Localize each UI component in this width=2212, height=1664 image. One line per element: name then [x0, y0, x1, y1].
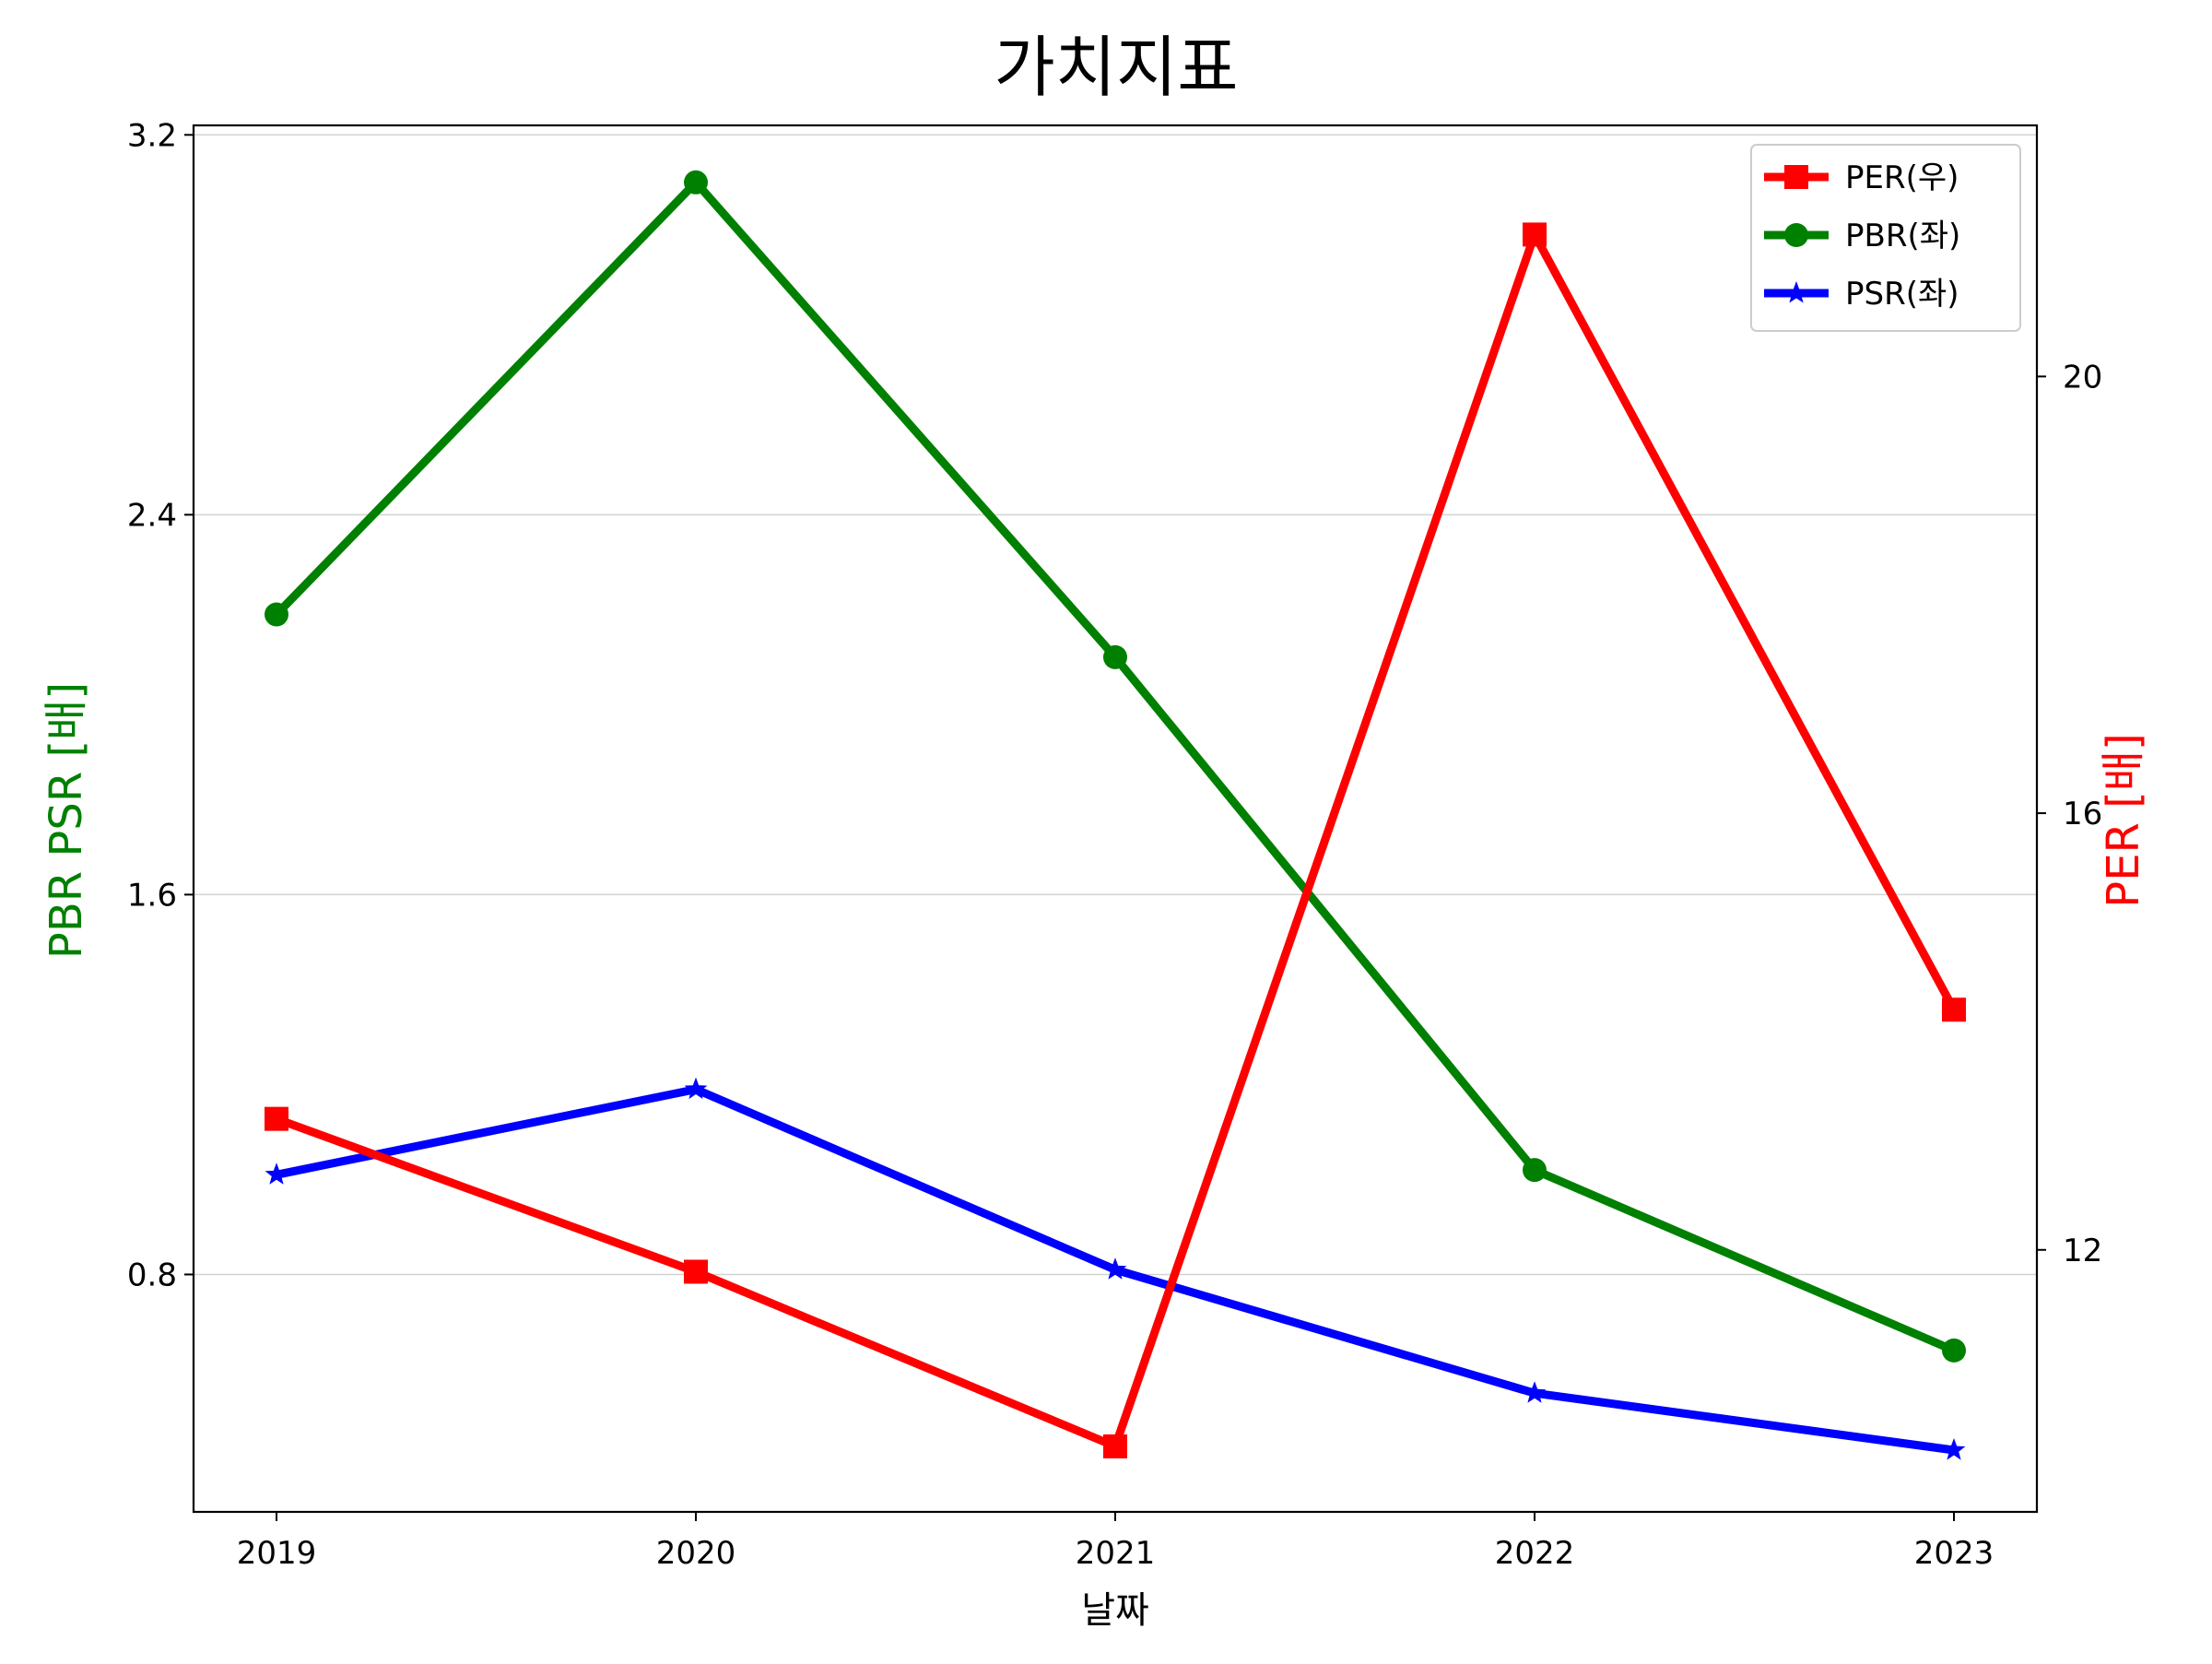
y-left-tick-label: 3.2: [127, 117, 177, 154]
x-tick-label: 2020: [656, 1535, 736, 1572]
x-tick-label: 2019: [237, 1535, 317, 1572]
y-axis-right-label: PER [배]: [2098, 733, 2149, 908]
x-tick-label: 2021: [1076, 1535, 1156, 1572]
data-point: [1103, 1434, 1127, 1458]
data-point: [684, 170, 708, 195]
legend-label: PBR(좌): [1845, 218, 1960, 254]
data-point: [684, 1077, 708, 1100]
data-point: [684, 1259, 708, 1284]
y-axis-left-label: PBR PSR [배]: [41, 682, 92, 959]
legend-box: [1750, 144, 2021, 332]
y-right-tick-label: 12: [2063, 1233, 2102, 1269]
x-axis-label: 날짜: [1081, 1589, 1149, 1632]
data-point: [1942, 1338, 1966, 1363]
y-left-tick-label: 1.6: [127, 877, 177, 914]
x-axis: 2019 2020 2021 2022 2023: [237, 1512, 1994, 1572]
legend-marker: [1784, 223, 1808, 247]
legend-marker: [1784, 281, 1808, 303]
series-square: [265, 222, 1966, 1458]
x-tick-label: 2023: [1914, 1535, 1994, 1572]
legend-label: PSR(좌): [1845, 276, 1959, 313]
y-axis-left: 0.8 1.6 2.4 3.2: [127, 117, 194, 1293]
data-point: [1942, 997, 1966, 1022]
data-point: [1942, 1438, 1966, 1460]
series-star: [265, 1077, 1966, 1460]
data-point: [1523, 1158, 1547, 1183]
legend-marker: [1784, 165, 1808, 189]
y-left-tick-label: 2.4: [127, 497, 177, 534]
legend-label: PER(우): [1845, 159, 1959, 196]
data-point: [265, 1162, 288, 1185]
y-right-tick-label: 16: [2063, 796, 2102, 832]
legend: PER(우) PBR(좌) PSR(좌): [1750, 144, 2021, 332]
series-layer: [265, 170, 1966, 1460]
data-point: [1103, 1257, 1127, 1280]
grid-layer: [194, 134, 2037, 1276]
data-point: [265, 1106, 288, 1131]
y-right-tick-label: 20: [2063, 359, 2102, 395]
x-tick-label: 2022: [1495, 1535, 1575, 1572]
data-point: [1103, 644, 1127, 669]
y-left-tick-label: 0.8: [127, 1257, 177, 1293]
data-point: [1523, 222, 1547, 247]
data-point: [1523, 1381, 1547, 1403]
series-circle: [265, 170, 1966, 1363]
data-point: [265, 602, 288, 627]
chart-title: 가치지표: [994, 29, 1239, 106]
y-axis-right: 12 16 20: [2037, 359, 2102, 1269]
